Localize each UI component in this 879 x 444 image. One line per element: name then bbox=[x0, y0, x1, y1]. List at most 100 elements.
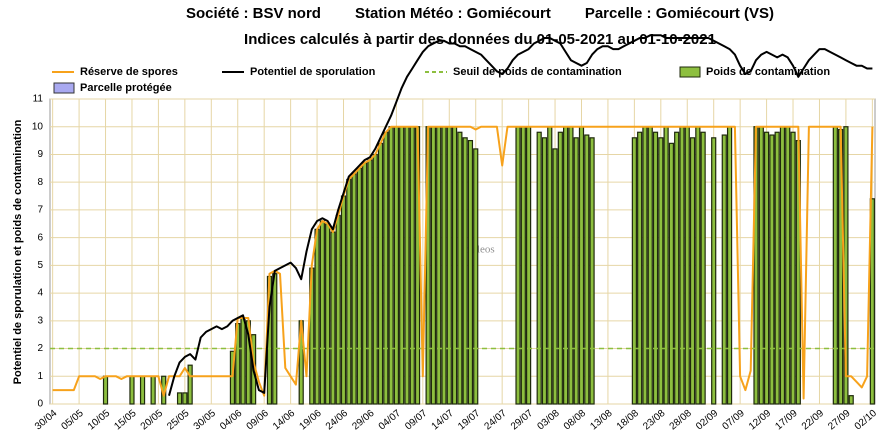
legend-label: Potentiel de sporulation bbox=[250, 66, 376, 78]
bar bbox=[372, 153, 378, 405]
x-tick-label: 15/05 bbox=[112, 408, 139, 433]
x-tick-label: 23/08 bbox=[641, 408, 668, 433]
legend: Réserve de spores Potentiel de sporulatio… bbox=[52, 66, 830, 94]
bar bbox=[711, 137, 717, 405]
title-part: Société : BSV nord bbox=[186, 5, 321, 22]
x-tick-label: 20/05 bbox=[139, 408, 166, 433]
bar bbox=[462, 137, 468, 405]
x-tick-label: 24/07 bbox=[483, 408, 510, 433]
bar bbox=[319, 220, 325, 405]
y-tick-label: 7 bbox=[37, 205, 43, 216]
x-tick-label: 17/09 bbox=[773, 408, 800, 433]
bar bbox=[573, 137, 579, 405]
bar bbox=[668, 142, 675, 405]
bar bbox=[404, 126, 410, 405]
bar bbox=[102, 375, 109, 405]
x-tick-label: 10/05 bbox=[86, 408, 113, 433]
bar bbox=[272, 273, 278, 405]
bar bbox=[430, 126, 437, 405]
y-tick-label: 2 bbox=[37, 343, 43, 354]
chart-title: Société : BSV nord Station Météo : Gomiéc… bbox=[186, 5, 774, 22]
bar bbox=[176, 392, 183, 405]
bar bbox=[552, 148, 558, 405]
legend-label: Seuil de poids de contamination bbox=[453, 66, 622, 78]
y-tick-label: 10 bbox=[32, 121, 44, 132]
y-tick-label: 4 bbox=[37, 288, 43, 299]
bar bbox=[637, 131, 643, 405]
x-tick-label: 19/06 bbox=[297, 408, 324, 433]
bar bbox=[726, 126, 733, 405]
x-tick-label: 02/09 bbox=[694, 408, 721, 433]
bar bbox=[229, 350, 236, 405]
x-tick-label: 02/10 bbox=[853, 408, 879, 433]
bar bbox=[689, 137, 696, 405]
x-tick-label: 18/08 bbox=[615, 408, 642, 433]
legend-label: Poids de contamination bbox=[706, 66, 830, 78]
line-series bbox=[168, 34, 873, 396]
bar bbox=[525, 126, 532, 405]
bar bbox=[240, 317, 246, 405]
x-tick-label: 25/05 bbox=[165, 408, 192, 433]
x-tick-label: 04/07 bbox=[377, 408, 404, 433]
bar bbox=[340, 195, 347, 405]
bar bbox=[325, 223, 331, 405]
x-tick-label: 30/04 bbox=[33, 408, 60, 433]
bar bbox=[869, 198, 875, 405]
bar bbox=[674, 131, 680, 405]
title-part: Parcelle : Gomiécourt (VS) bbox=[585, 5, 774, 22]
bar bbox=[563, 126, 569, 405]
bar bbox=[383, 131, 389, 405]
x-tick-label: 04/06 bbox=[218, 408, 245, 433]
x-tick-label: 27/09 bbox=[826, 408, 853, 433]
bar bbox=[515, 126, 521, 405]
x-tick-label: 09/07 bbox=[403, 408, 430, 433]
bar bbox=[182, 392, 188, 405]
bar bbox=[541, 137, 548, 405]
y-tick-label: 0 bbox=[37, 399, 43, 410]
bar bbox=[362, 162, 368, 405]
y-tick-label: 11 bbox=[33, 94, 44, 105]
bar bbox=[779, 126, 786, 405]
bar bbox=[695, 126, 701, 405]
bar bbox=[367, 159, 373, 405]
bar bbox=[647, 126, 653, 405]
x-tick-label: 29/07 bbox=[509, 408, 536, 433]
bar bbox=[356, 167, 362, 405]
chart-subtitle: Indices calculés à partir des données du… bbox=[244, 31, 716, 48]
x-tick-label: 03/08 bbox=[535, 408, 562, 433]
bar bbox=[351, 173, 357, 405]
x-tick-label: 19/07 bbox=[456, 408, 483, 433]
bar bbox=[557, 131, 563, 405]
bar bbox=[679, 126, 685, 405]
bar bbox=[721, 134, 727, 405]
x-tick-label: 14/06 bbox=[271, 408, 298, 433]
y-tick-label: 3 bbox=[37, 315, 43, 326]
bar bbox=[377, 142, 384, 405]
bar bbox=[769, 134, 775, 405]
bar bbox=[848, 395, 854, 405]
bar bbox=[547, 126, 553, 405]
bar bbox=[335, 214, 341, 405]
bar bbox=[187, 364, 193, 405]
bar bbox=[631, 137, 637, 405]
line-series bbox=[52, 125, 874, 400]
bar bbox=[684, 126, 690, 405]
bar bbox=[467, 139, 474, 405]
y-tick-label: 8 bbox=[37, 177, 43, 188]
x-tick-label: 13/08 bbox=[588, 408, 615, 433]
x-tick-label: 22/09 bbox=[800, 408, 827, 433]
bar bbox=[314, 228, 320, 405]
bar bbox=[642, 126, 648, 405]
x-tick-label: 05/05 bbox=[59, 408, 86, 433]
y-tick-label: 6 bbox=[37, 232, 43, 243]
bar bbox=[763, 131, 770, 405]
bar bbox=[774, 131, 780, 405]
legend-label: Parcelle protégée bbox=[80, 82, 172, 94]
bar bbox=[520, 126, 526, 405]
x-tick-label: 07/09 bbox=[721, 408, 748, 433]
bar bbox=[330, 231, 336, 405]
bar bbox=[388, 126, 394, 405]
y-tick-label: 9 bbox=[37, 149, 43, 160]
legend-symbol bbox=[53, 82, 75, 94]
